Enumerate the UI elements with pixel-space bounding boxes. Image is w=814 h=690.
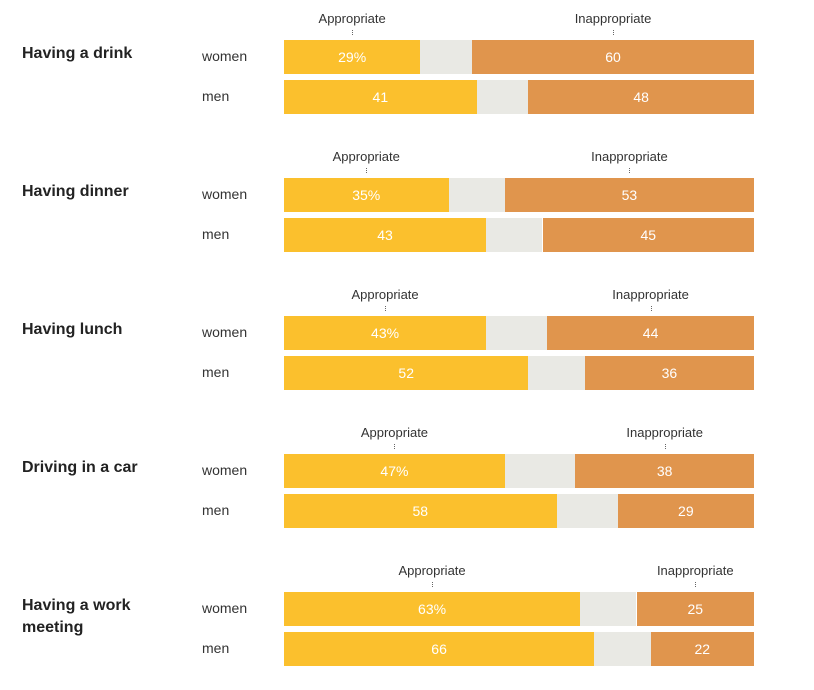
bar-appropriate: 43% xyxy=(284,316,487,350)
inappropriate-header: Inappropriate xyxy=(612,287,689,302)
bar-appropriate: 43 xyxy=(284,218,487,252)
gender-label: women xyxy=(202,462,248,478)
chart-group: Having a drink Appropriate Inappropriate wo… xyxy=(0,0,814,138)
bar-appropriate: 52 xyxy=(284,356,529,390)
inappropriate-header: Inappropriate xyxy=(626,425,703,440)
bar-inappropriate: 22 xyxy=(650,632,754,666)
bar-neutral xyxy=(594,632,651,666)
appropriate-header: Appropriate xyxy=(360,425,429,440)
inappropriate-header-tick xyxy=(629,168,631,173)
bar-appropriate: 63% xyxy=(284,592,581,626)
bar-neutral xyxy=(486,218,543,252)
bar-appropriate: 41 xyxy=(284,80,477,114)
gender-label: men xyxy=(202,364,230,380)
bar-inappropriate: 48 xyxy=(528,80,754,114)
inappropriate-header: Inappropriate xyxy=(656,563,734,578)
bar-neutral xyxy=(580,592,637,626)
inappropriate-header-tick xyxy=(613,30,615,35)
inappropriate-header: Inappropriate xyxy=(574,11,652,26)
gender-label: women xyxy=(202,48,248,64)
gender-label: men xyxy=(202,88,230,104)
bar-neutral xyxy=(528,356,585,390)
bar-inappropriate: 60 xyxy=(472,40,754,74)
bar-appropriate: 58 xyxy=(284,494,557,528)
bar-inappropriate: 53 xyxy=(504,178,754,212)
appropriate-header-tick xyxy=(394,444,396,449)
appropriate-header-tick xyxy=(432,582,434,587)
activity-label: Having dinner xyxy=(22,183,129,200)
bar-inappropriate: 44 xyxy=(547,316,754,350)
bar-appropriate: 35% xyxy=(284,178,449,212)
bar-appropriate: 29% xyxy=(284,40,421,74)
appropriate-header-tick xyxy=(385,306,387,311)
chart-group: Having lunch Appropriate Inappropriate wome… xyxy=(0,276,814,414)
gender-label: men xyxy=(202,226,230,242)
bar-appropriate: 66 xyxy=(284,632,595,666)
chart-group: Driving in a car Appropriate Inappropriate… xyxy=(0,414,814,552)
bar-neutral xyxy=(420,40,472,74)
appropriate-header: Appropriate xyxy=(332,149,400,164)
bar-neutral xyxy=(448,178,505,212)
gender-label: women xyxy=(202,324,248,340)
inappropriate-header-tick xyxy=(665,444,667,449)
inappropriate-header: Inappropriate xyxy=(591,149,668,164)
appropriate-header: Appropriate xyxy=(398,563,466,578)
appropriate-header: Appropriate xyxy=(318,11,386,26)
activity-label: Having lunch xyxy=(22,321,123,338)
bar-inappropriate: 29 xyxy=(617,494,754,528)
chart-group: Having a work meeting Appropriate Inapprop… xyxy=(0,552,814,690)
appropriate-header-tick xyxy=(366,168,368,173)
inappropriate-header-tick xyxy=(695,582,697,587)
appropriate-header: Appropriate xyxy=(351,287,419,302)
gender-label: women xyxy=(202,186,248,202)
bar-neutral xyxy=(476,80,529,114)
gender-label: men xyxy=(202,640,230,656)
activity-label: Having a drink xyxy=(22,45,133,62)
bar-neutral xyxy=(556,494,618,528)
activity-label: Driving in a car xyxy=(22,459,138,476)
bar-inappropriate: 38 xyxy=(575,454,754,488)
bar-neutral xyxy=(486,316,548,350)
bar-inappropriate: 36 xyxy=(584,356,754,390)
bar-inappropriate: 45 xyxy=(542,218,754,252)
activity-label: Having a work meeting xyxy=(22,597,131,636)
gender-label: men xyxy=(202,502,230,518)
inappropriate-header-tick xyxy=(651,306,653,311)
bar-appropriate: 47% xyxy=(284,454,505,488)
bar-neutral xyxy=(504,454,576,488)
gender-label: women xyxy=(202,600,248,616)
appropriate-header-tick xyxy=(352,30,354,35)
bar-inappropriate: 25 xyxy=(636,592,754,626)
chart-group: Having dinner Appropriate Inappropriate wom… xyxy=(0,138,814,276)
